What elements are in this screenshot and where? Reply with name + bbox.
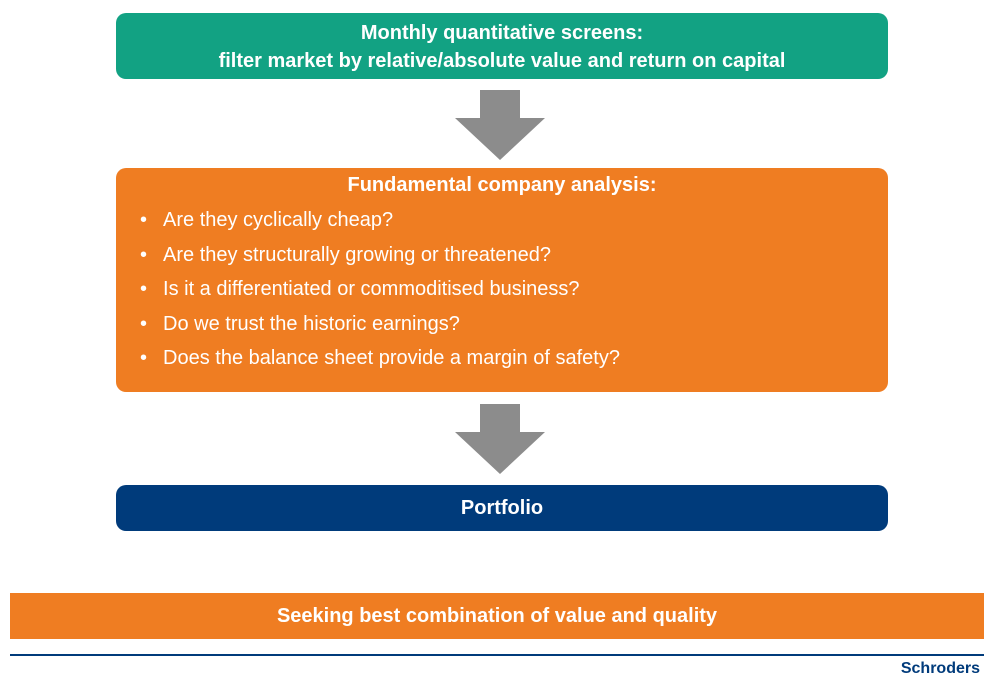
logo: Schroders	[900, 660, 980, 677]
bullet-list: Are they cyclically cheap? Are they stru…	[116, 203, 888, 376]
step-title: Monthly quantitative screens:	[360, 22, 644, 44]
bullet: Are they cyclically cheap?	[163, 203, 888, 238]
arrow	[455, 90, 545, 160]
bullet: Are they structurally growing or threate…	[163, 238, 888, 273]
bullet: Is it a differentiated or commoditised b…	[163, 272, 888, 307]
portfolio-step: Portfolio	[116, 485, 888, 531]
screen-step: Monthly quantitative screens: filter mar…	[116, 13, 888, 79]
bullet: Does the balance sheet provide a margin …	[163, 341, 888, 376]
divider	[10, 654, 984, 656]
bullet: Do we trust the historic earnings?	[163, 307, 888, 342]
step-subtitle: filter market by relative/absolute value…	[218, 50, 786, 72]
arrow	[455, 404, 545, 474]
step-title: Fundamental company analysis:	[347, 174, 657, 196]
analysis-step: Fundamental company analysis: Are they c…	[116, 168, 888, 392]
banner: Seeking best combination of value and qu…	[10, 593, 984, 639]
